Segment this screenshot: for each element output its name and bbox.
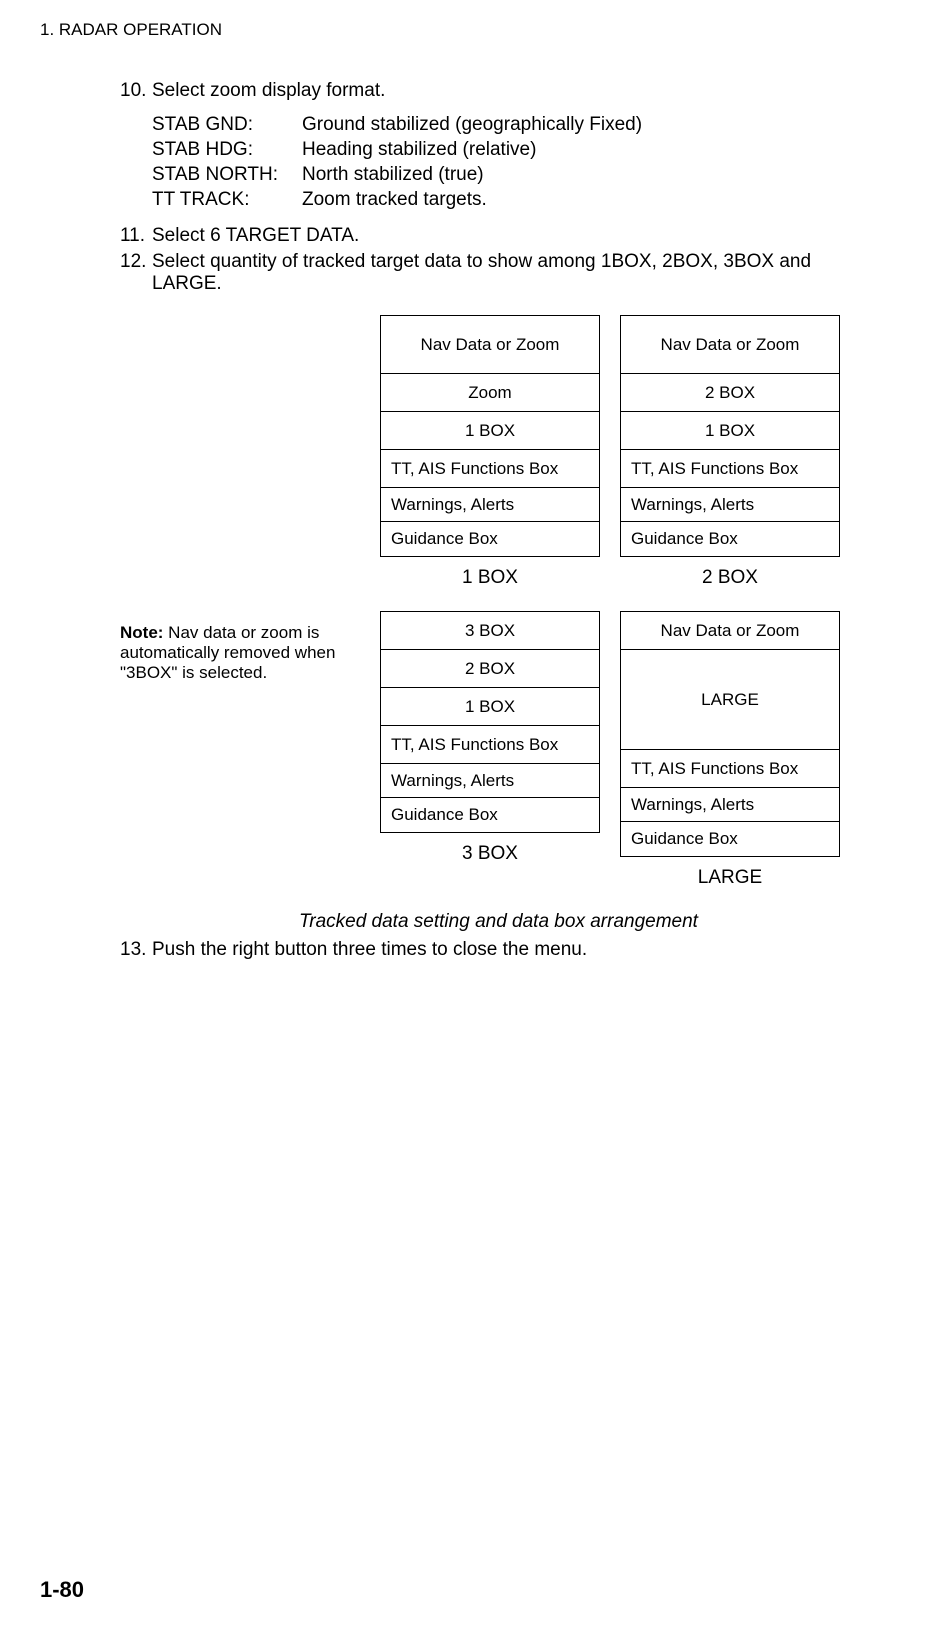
box-cell: 2 BOX [381, 650, 599, 688]
note-label: Note: [120, 623, 163, 642]
box-cell: Zoom [381, 374, 599, 412]
spacer [120, 315, 380, 589]
box-cell: Guidance Box [621, 522, 839, 556]
box-cell: 1 BOX [621, 412, 839, 450]
diagram-label: 1 BOX [380, 567, 600, 589]
box-cell: 1 BOX [381, 688, 599, 726]
diagram-row-top: Nav Data or Zoom Zoom 1 BOX TT, AIS Func… [120, 315, 877, 589]
definition-row: TT TRACK: Zoom tracked targets. [152, 189, 877, 211]
box-cell: Guidance Box [381, 522, 599, 556]
box-stack: Nav Data or Zoom LARGE TT, AIS Functions… [620, 611, 840, 857]
step-number: 10. [120, 80, 152, 102]
box-cell: Nav Data or Zoom [621, 316, 839, 374]
box-cell: LARGE [621, 650, 839, 750]
box-cell: Nav Data or Zoom [381, 316, 599, 374]
box-cell: Nav Data or Zoom [621, 612, 839, 650]
step-number: 12. [120, 251, 152, 295]
step-11: 11. Select 6 TARGET DATA. [120, 225, 877, 247]
box-cell: Guidance Box [621, 822, 839, 856]
step-13: 13. Push the right button three times to… [120, 939, 877, 961]
box-cell: 1 BOX [381, 412, 599, 450]
box-cell: 2 BOX [621, 374, 839, 412]
step-text: Select zoom display format. [152, 80, 877, 102]
diagram-1box: Nav Data or Zoom Zoom 1 BOX TT, AIS Func… [380, 315, 600, 589]
box-cell: 3 BOX [381, 612, 599, 650]
diagram-label: 3 BOX [380, 843, 600, 865]
definition-label: STAB NORTH: [152, 164, 302, 186]
content-area: 10. Select zoom display format. STAB GND… [40, 80, 897, 961]
definition-row: STAB GND: Ground stabilized (geographica… [152, 114, 877, 136]
diagram-large: Nav Data or Zoom LARGE TT, AIS Functions… [620, 611, 840, 889]
step-10: 10. Select zoom display format. [120, 80, 877, 102]
step-number: 13. [120, 939, 152, 961]
step-number: 11. [120, 225, 152, 247]
diagrams-container: Nav Data or Zoom Zoom 1 BOX TT, AIS Func… [120, 315, 877, 889]
box-stack: 3 BOX 2 BOX 1 BOX TT, AIS Functions Box … [380, 611, 600, 833]
step-text: Select quantity of tracked target data t… [152, 251, 877, 295]
definition-row: STAB HDG: Heading stabilized (relative) [152, 139, 877, 161]
page-number: 1-80 [40, 1577, 84, 1603]
box-cell: Warnings, Alerts [621, 788, 839, 822]
box-cell: TT, AIS Functions Box [621, 750, 839, 788]
definition-label: STAB GND: [152, 114, 302, 136]
diagram-3box: 3 BOX 2 BOX 1 BOX TT, AIS Functions Box … [380, 611, 600, 889]
definition-value: Ground stabilized (geographically Fixed) [302, 114, 877, 136]
section-header: 1. RADAR OPERATION [40, 20, 897, 40]
step-12: 12. Select quantity of tracked target da… [120, 251, 877, 295]
definition-value: North stabilized (true) [302, 164, 877, 186]
box-cell: TT, AIS Functions Box [381, 726, 599, 764]
box-cell: Guidance Box [381, 798, 599, 832]
definition-row: STAB NORTH: North stabilized (true) [152, 164, 877, 186]
box-stack: Nav Data or Zoom 2 BOX 1 BOX TT, AIS Fun… [620, 315, 840, 557]
box-cell: Warnings, Alerts [381, 764, 599, 798]
definition-value: Zoom tracked targets. [302, 189, 877, 211]
diagram-label: LARGE [620, 867, 840, 889]
zoom-format-definitions: STAB GND: Ground stabilized (geographica… [120, 114, 877, 211]
figure-caption: Tracked data setting and data box arrang… [120, 911, 877, 933]
note-column: Note: Nav data or zoom is automatically … [120, 611, 380, 889]
box-stack: Nav Data or Zoom Zoom 1 BOX TT, AIS Func… [380, 315, 600, 557]
step-text: Push the right button three times to clo… [152, 939, 877, 961]
box-cell: TT, AIS Functions Box [381, 450, 599, 488]
box-cell: TT, AIS Functions Box [621, 450, 839, 488]
box-cell: Warnings, Alerts [381, 488, 599, 522]
definition-value: Heading stabilized (relative) [302, 139, 877, 161]
diagram-row-bottom: Note: Nav data or zoom is automatically … [120, 611, 877, 889]
diagram-label: 2 BOX [620, 567, 840, 589]
definition-label: TT TRACK: [152, 189, 302, 211]
diagram-2box: Nav Data or Zoom 2 BOX 1 BOX TT, AIS Fun… [620, 315, 840, 589]
definition-label: STAB HDG: [152, 139, 302, 161]
box-cell: Warnings, Alerts [621, 488, 839, 522]
step-text: Select 6 TARGET DATA. [152, 225, 877, 247]
